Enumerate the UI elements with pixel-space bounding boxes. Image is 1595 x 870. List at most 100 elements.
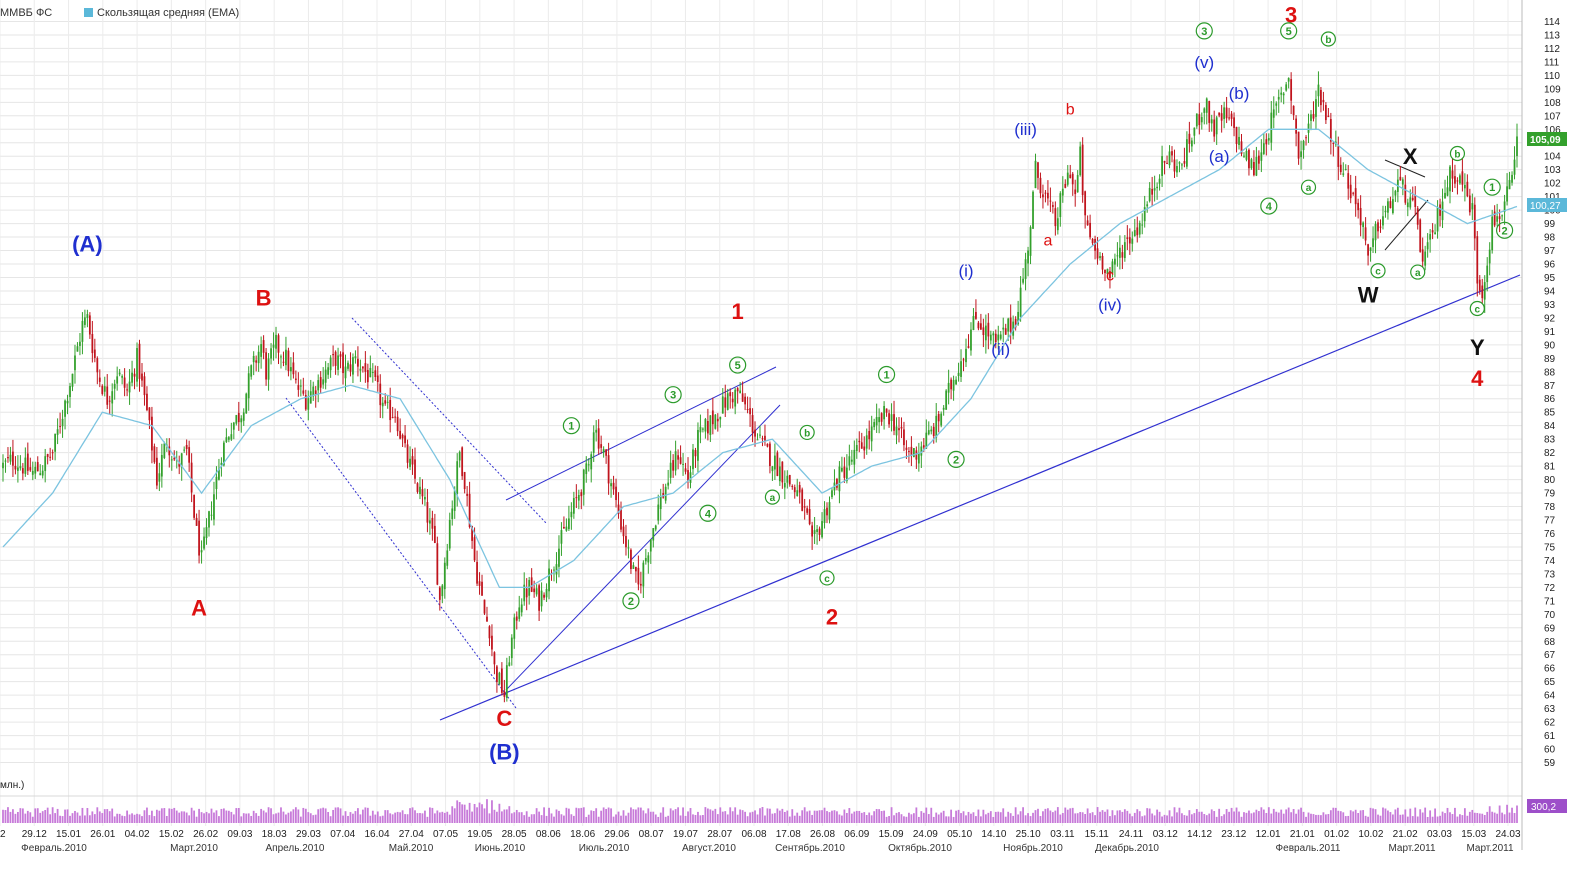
candle-body [957, 372, 960, 376]
price-tick-label: 113 [1544, 30, 1560, 41]
volume-bar [1434, 808, 1436, 823]
price-tick-label: 76 [1544, 529, 1556, 540]
candle-body [900, 426, 903, 429]
candle-body [476, 561, 478, 584]
volume-bar [1436, 816, 1439, 823]
wave-circle-icon [622, 592, 640, 610]
candle-body [262, 340, 265, 353]
candle-body [548, 568, 550, 592]
volume-bar [697, 811, 699, 823]
candle-body [1230, 113, 1233, 119]
candle-body [597, 428, 600, 449]
candle-body [523, 584, 526, 602]
candle-body [443, 562, 446, 590]
volume-bar [297, 809, 300, 823]
volume-bar [1074, 813, 1077, 823]
candle-body [1223, 107, 1226, 119]
volume-bar [838, 814, 841, 823]
candle-body [424, 496, 426, 500]
candle-body [143, 376, 146, 396]
volume-bar [659, 812, 662, 823]
volume-bar [1059, 814, 1062, 823]
candle-body [287, 350, 290, 372]
candle-body [1389, 201, 1392, 209]
volume-bar [796, 812, 799, 823]
volume-bar [831, 810, 833, 823]
candle-body [230, 434, 233, 440]
candle-body [1104, 269, 1106, 274]
candle-body [441, 585, 444, 597]
volume-bar [940, 812, 943, 823]
date-tick-label: 04.02 [125, 829, 150, 840]
volume-bar [1324, 814, 1327, 823]
volume-bar [1466, 815, 1469, 823]
volume-bar [1146, 808, 1149, 823]
volume-bar [731, 811, 734, 823]
price-tick-label: 84 [1544, 421, 1556, 432]
volume-bar [639, 807, 642, 823]
candle-body [352, 357, 354, 375]
volume-bar [66, 809, 69, 823]
volume-bar [793, 815, 796, 823]
wave-circle-icon [764, 489, 781, 505]
volume-bar [1250, 813, 1253, 823]
volume-bar [1225, 809, 1228, 823]
wave-circle-icon [1280, 22, 1298, 40]
volume-bar [324, 808, 327, 823]
wave-label: b [1325, 35, 1331, 46]
volume-bar [1347, 815, 1350, 823]
volume-bar [1513, 813, 1516, 823]
volume-bar [1272, 808, 1275, 823]
volume-panel [0, 795, 1522, 823]
volume-bar [572, 815, 575, 823]
volume-bar [1441, 811, 1444, 823]
candle-body [1079, 146, 1082, 176]
candle-body [580, 492, 583, 497]
candle-body [1349, 184, 1352, 199]
candle-body [1506, 186, 1508, 202]
volume-bar [1459, 814, 1461, 823]
volume-bar [1004, 816, 1007, 823]
volume-bar [81, 807, 84, 823]
candle-body [41, 470, 44, 476]
candle-body [277, 335, 280, 353]
candle-body [26, 453, 29, 471]
volume-bar [1384, 808, 1387, 823]
candle-body [811, 525, 814, 537]
candle-body [848, 456, 851, 466]
price-tick-label: 63 [1544, 704, 1556, 715]
volume-bar [384, 810, 387, 823]
volume-bar [843, 809, 846, 823]
candle-body [312, 386, 315, 397]
candle-body [622, 526, 625, 537]
volume-bar [791, 809, 794, 823]
price-tick-label: 95 [1544, 273, 1556, 284]
candle-body [1478, 279, 1481, 291]
price-tick-label: 92 [1544, 313, 1556, 324]
candle-body [585, 463, 588, 475]
volume-bar [622, 810, 625, 823]
candle-body [168, 446, 171, 456]
candle-body [567, 518, 570, 530]
price-tick-label: 98 [1544, 233, 1556, 244]
volume-bar [1208, 813, 1211, 823]
volume-bar [312, 815, 315, 823]
wave-label: (i) [958, 262, 973, 281]
volume-bar [1148, 808, 1151, 823]
volume-bar [625, 815, 627, 823]
volume-bar [160, 808, 163, 823]
candle-body [1086, 220, 1089, 226]
wave-label: (iv) [1098, 295, 1122, 314]
candle-body [1468, 195, 1471, 213]
candle-body [637, 567, 640, 585]
volume-bar [1481, 813, 1484, 823]
trend-lines [285, 159, 1521, 721]
candle-body [1377, 222, 1379, 232]
volume-bar [533, 814, 536, 823]
volume-bar [1310, 813, 1312, 823]
candle-body [796, 490, 799, 497]
candle-body [158, 473, 161, 482]
candle-body [878, 417, 881, 423]
volume-bar [165, 815, 168, 823]
candle-body [967, 346, 970, 348]
